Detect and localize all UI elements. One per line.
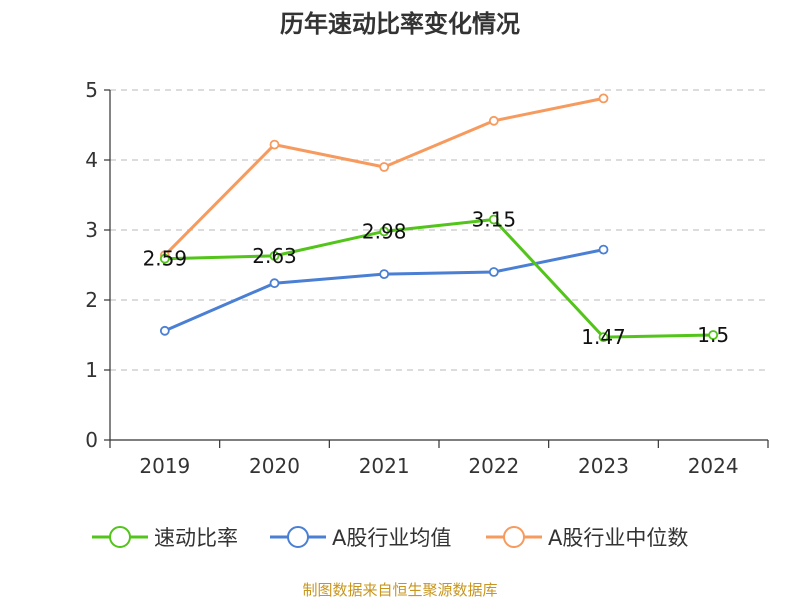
point-series1-2022 — [488, 267, 499, 277]
data-label-2024: 1.5 — [697, 323, 729, 347]
x-tick-label-2020: 2020 — [249, 454, 300, 478]
chart-title: 历年速动比率变化情况 — [280, 10, 520, 38]
x-tick-label-2023: 2023 — [578, 454, 629, 478]
point-series1-2021 — [379, 269, 390, 280]
data-label-2020: 2.63 — [252, 244, 297, 268]
legend-marker-0 — [109, 526, 131, 548]
legend[interactable]: 速动比率 A股行业均值 A股行业中位数 — [92, 526, 688, 550]
data-label-2022: 3.15 — [472, 208, 517, 232]
y-tick-label-4: 4 — [85, 148, 98, 172]
point-series2-2021 — [379, 162, 390, 172]
legend-item-0[interactable]: 速动比率 — [92, 526, 238, 550]
legend-label-2: A股行业中位数 — [548, 526, 688, 550]
point-series2-2023 — [598, 93, 609, 104]
y-tick-label-1: 1 — [85, 358, 98, 382]
legend-item-1[interactable]: A股行业均值 — [270, 526, 451, 550]
legend-item-2[interactable]: A股行业中位数 — [486, 526, 688, 550]
point-series0-2021 — [379, 226, 390, 237]
x-tick-label-2021: 2021 — [359, 454, 410, 478]
series-line-0 — [164, 218, 714, 339]
data-labels: 2.59 2.63 2.98 3.15 1.47 1.5 — [143, 208, 730, 350]
point-series1-2023 — [598, 244, 609, 255]
point-series1-2019 — [159, 325, 170, 336]
gridlines — [110, 89, 768, 371]
data-label-2023: 1.47 — [581, 325, 626, 349]
x-tick-label-2019: 2019 — [139, 454, 190, 478]
series-line-1 — [164, 248, 604, 333]
point-series1-2020 — [269, 278, 280, 289]
point-series0-2022 — [488, 214, 499, 225]
point-series0-2020 — [269, 250, 280, 261]
legend-marker-2 — [503, 526, 525, 548]
data-label-2021: 2.98 — [362, 219, 407, 243]
legend-marker-1 — [287, 526, 309, 548]
y-tick-label-3: 3 — [85, 218, 98, 242]
axes: 0 1 2 3 4 5 2019 2020 2021 2022 2023 2024 — [85, 78, 769, 478]
legend-label-1: A股行业均值 — [332, 526, 451, 550]
data-label-2019: 2.59 — [143, 247, 188, 271]
y-tick-label-5: 5 — [85, 78, 98, 102]
y-tick-label-2: 2 — [85, 288, 98, 312]
y-tick-label-0: 0 — [85, 428, 98, 452]
x-tick-label-2022: 2022 — [468, 454, 519, 478]
point-series2-2020 — [269, 139, 280, 150]
point-series0-2019 — [159, 253, 170, 264]
legend-label-0: 速动比率 — [154, 526, 238, 550]
point-series0-2023 — [598, 332, 609, 343]
point-series0-2024 — [708, 330, 719, 340]
x-tick-label-2024: 2024 — [688, 454, 739, 478]
point-series2-2022 — [488, 115, 499, 126]
series-group — [159, 93, 719, 343]
source-note: 制图数据来自恒生聚源数据库 — [302, 581, 497, 599]
